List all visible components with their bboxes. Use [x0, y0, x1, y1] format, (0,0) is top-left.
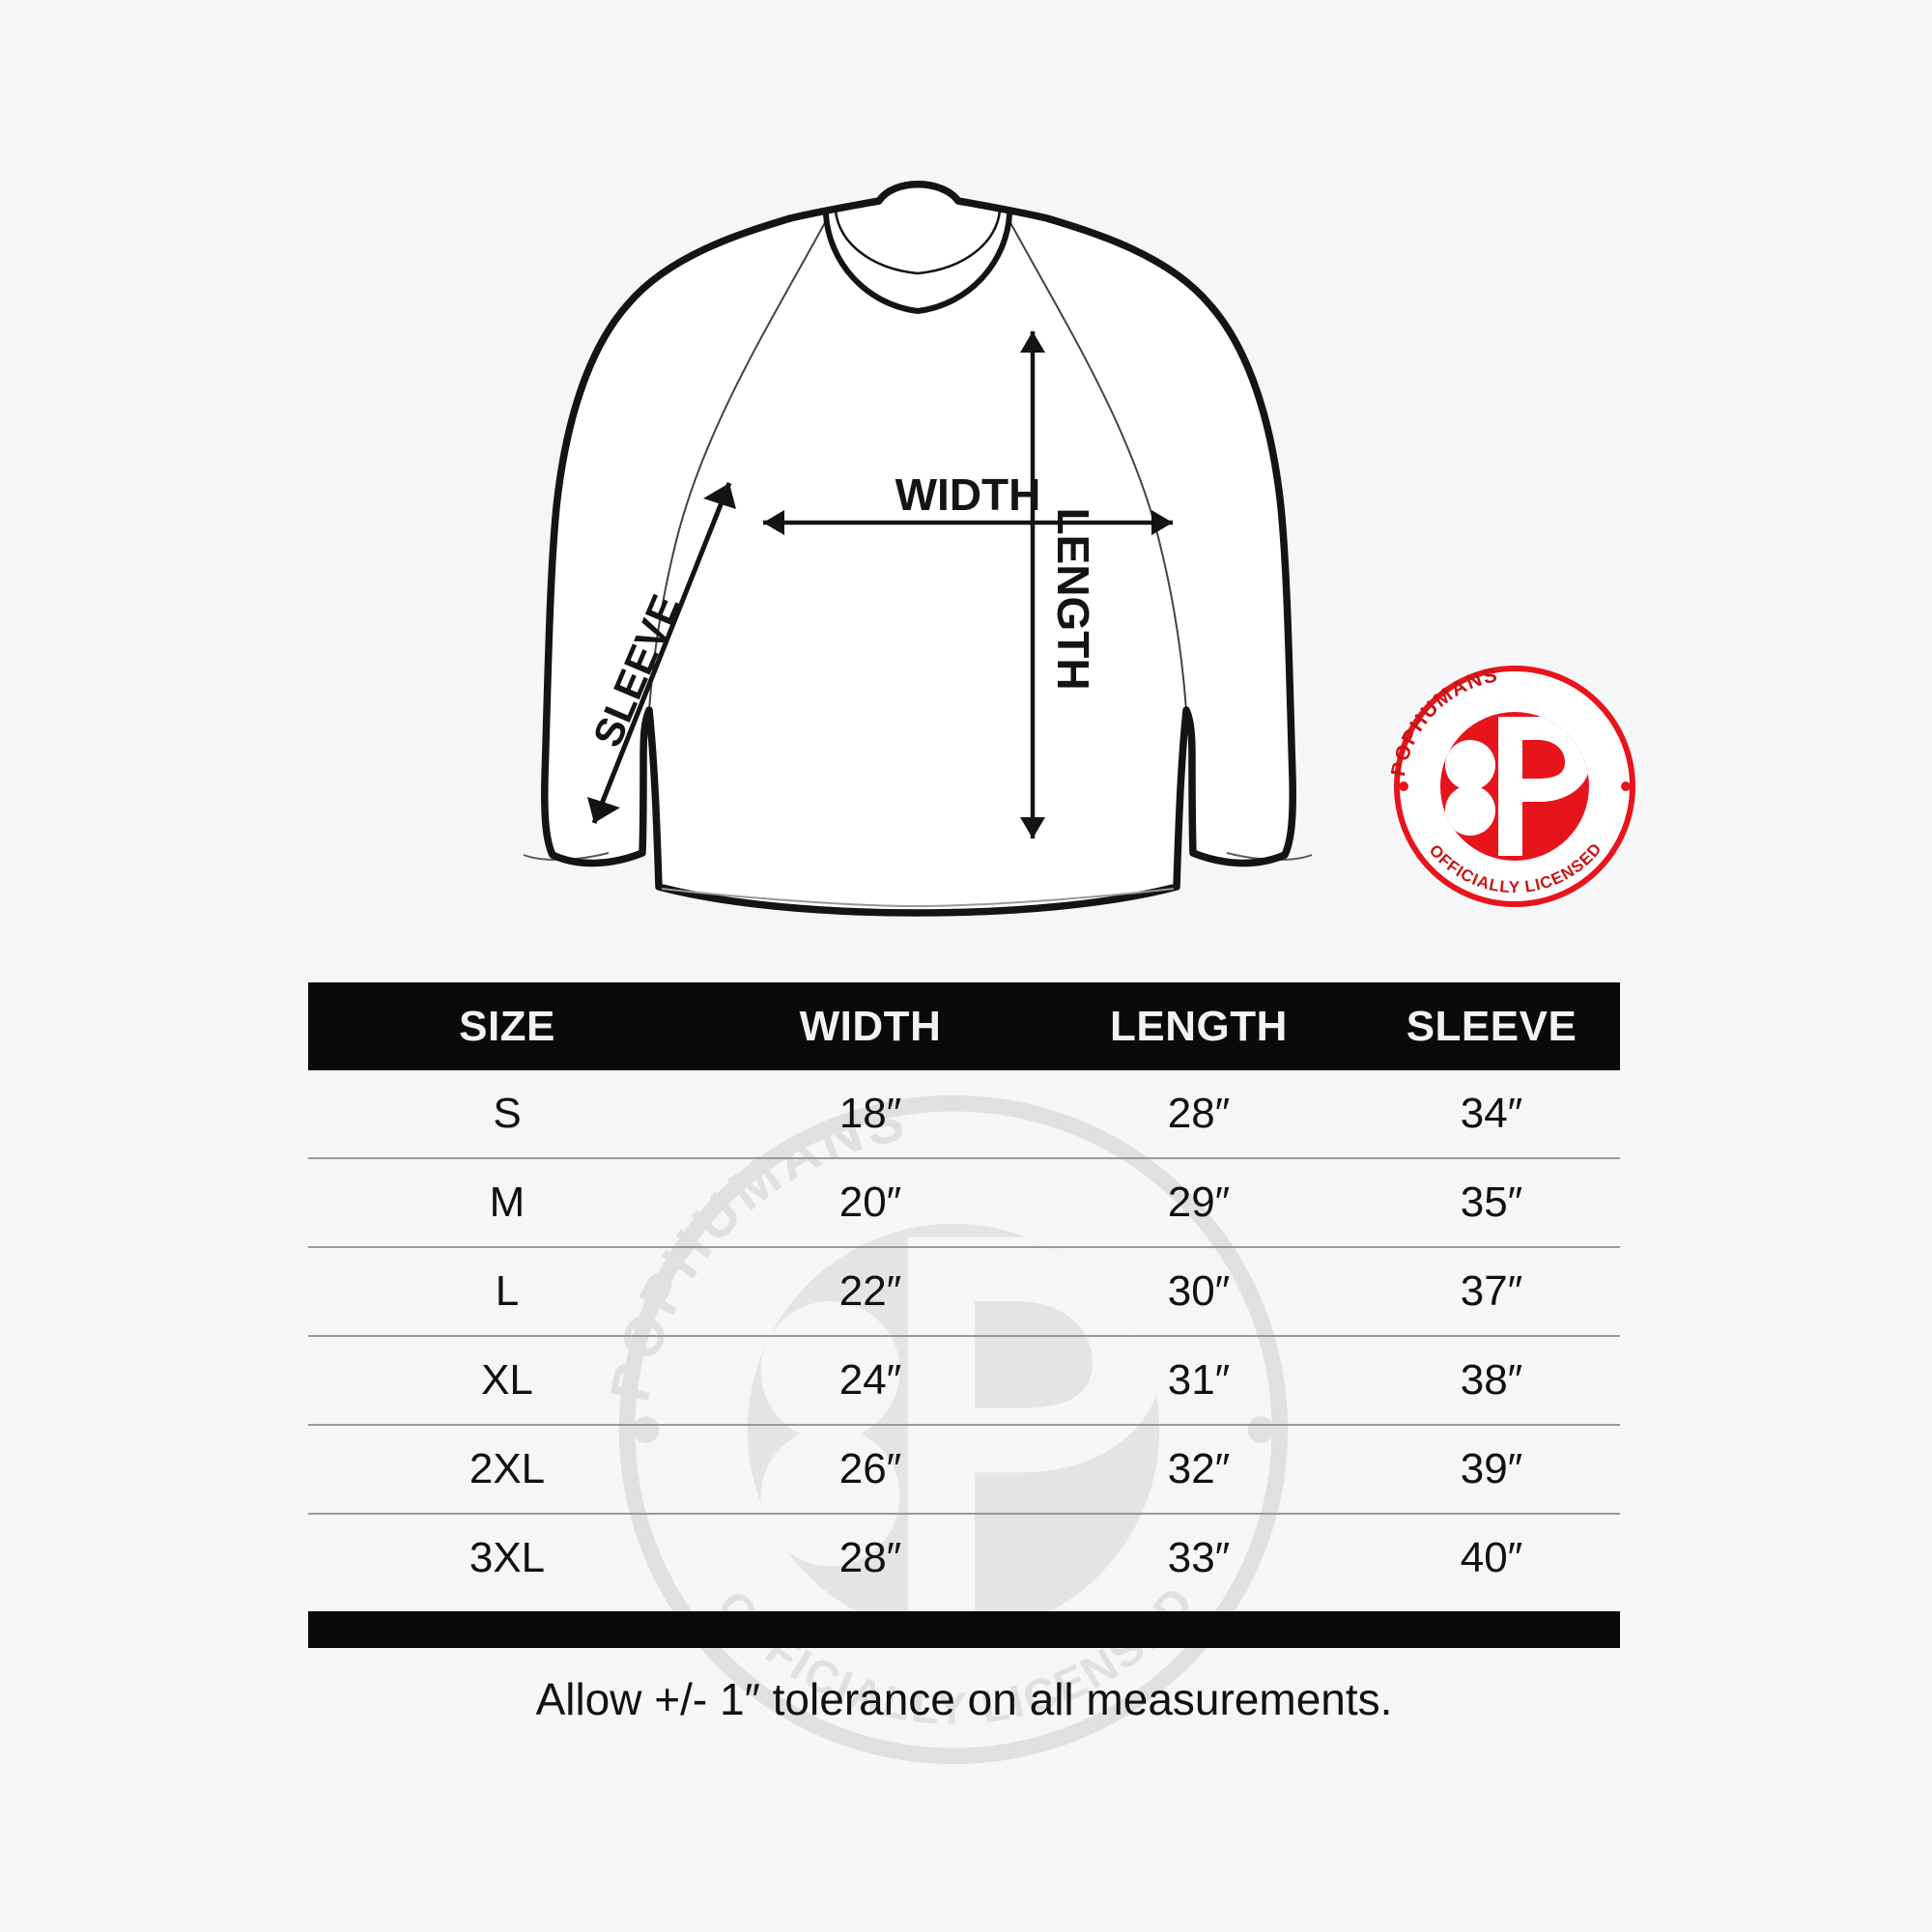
svg-text:SLEEVE: SLEEVE [584, 588, 689, 753]
svg-text:WIDTH: WIDTH [895, 469, 1041, 520]
svg-text:LENGTH: LENGTH [1048, 507, 1098, 690]
